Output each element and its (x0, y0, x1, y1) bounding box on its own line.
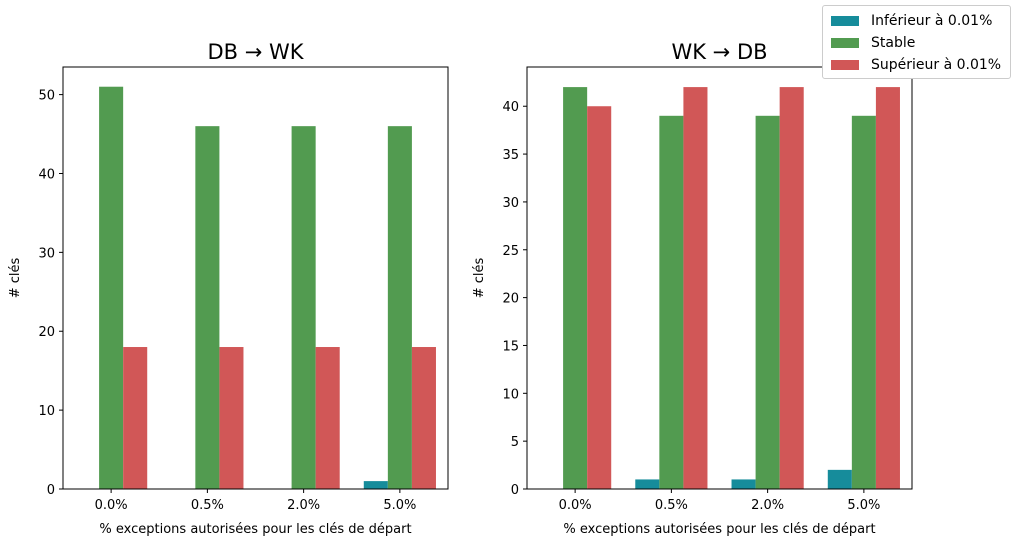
bar-superieur-1 (683, 87, 708, 489)
bar-stable-3 (387, 126, 412, 490)
legend-swatch-inferieur (831, 16, 859, 26)
bar-superieur-2 (315, 347, 340, 489)
x-axis-label: % exceptions autorisées pour les clés de… (563, 522, 875, 537)
legend-label: Stable (871, 35, 916, 51)
legend-item-stable: Stable (831, 33, 915, 53)
bar-superieur-0 (123, 347, 148, 489)
bar-stable-3 (851, 115, 876, 489)
legend-label: Inférieur à 0.01% (871, 13, 993, 29)
bar-inferieur-3 (827, 469, 852, 489)
bar-superieur-1 (219, 347, 244, 489)
y-tick-label: 0 (511, 483, 519, 498)
x-tick-label: 0.5% (655, 498, 688, 513)
bar-stable-1 (195, 126, 220, 490)
y-tick-label: 35 (502, 148, 519, 163)
legend-swatch-superieur (831, 60, 859, 70)
chart-db-to-wk: 0 10 20 30 40 50 0.0% 0.5% 2.0% 5.0% DB → WK % exce… (8, 40, 449, 537)
bar-inferieur-2 (731, 479, 756, 489)
axes-frame (62, 66, 449, 490)
x-tick-label: 2.0% (287, 498, 320, 513)
y-tick-label: 10 (502, 387, 519, 402)
y-tick-label: 20 (38, 325, 55, 340)
bar-superieur-2 (779, 87, 804, 489)
bar-stable-2 (291, 126, 316, 490)
y-tick-label: 40 (502, 100, 519, 115)
y-tick-label: 25 (502, 244, 519, 259)
y-tick-label: 0 (47, 483, 55, 498)
legend-item-superieur: Supérieur à 0.01% (831, 55, 1001, 75)
bar-stable-0 (563, 87, 588, 489)
bar-stable-1 (659, 115, 684, 489)
legend-swatch-stable (831, 38, 859, 48)
chart-wk-to-db: 0 5 10 15 20 25 30 35 40 0.0% 0.5% 2.0% 5.0% WK → DB%… (472, 40, 913, 537)
x-tick-label: 0.0% (95, 498, 128, 513)
chart-title: WK → DB (671, 40, 767, 64)
chart-title: DB → WK (207, 40, 304, 64)
y-tick-label: 30 (38, 246, 55, 261)
legend-label: Supérieur à 0.01% (871, 57, 1002, 73)
y-tick-label: 5 (511, 435, 519, 450)
y-axis-label: # clés (472, 257, 487, 298)
y-tick-label: 20 (502, 292, 519, 307)
legend: Inférieur à 0.01% Stable Supérieur à 0.0… (822, 5, 1011, 79)
x-tick-label: 5.0% (383, 498, 416, 513)
bar-superieur-0 (587, 106, 612, 490)
y-axis-label: # clés (8, 257, 23, 298)
x-tick-label: 0.0% (559, 498, 592, 513)
legend-item-inferieur: Inférieur à 0.01% (831, 11, 992, 31)
bar-superieur-3 (411, 347, 436, 489)
y-tick-label: 15 (502, 339, 519, 354)
bar-inferieur-3 (363, 481, 388, 489)
axes-frame (526, 66, 913, 490)
y-tick-label: 50 (38, 89, 55, 104)
y-tick-label: 10 (38, 404, 55, 419)
y-tick-label: 40 (38, 167, 55, 182)
y-tick-label: 30 (502, 196, 519, 211)
bar-stable-0 (99, 86, 124, 489)
bar-stable-2 (755, 115, 780, 489)
x-axis-label: % exceptions autorisées pour les clés de… (99, 522, 411, 537)
bar-inferieur-1 (635, 479, 660, 489)
bar-superieur-3 (875, 87, 900, 489)
x-tick-label: 2.0% (751, 498, 784, 513)
x-tick-label: 0.5% (191, 498, 224, 513)
x-tick-label: 5.0% (847, 498, 880, 513)
